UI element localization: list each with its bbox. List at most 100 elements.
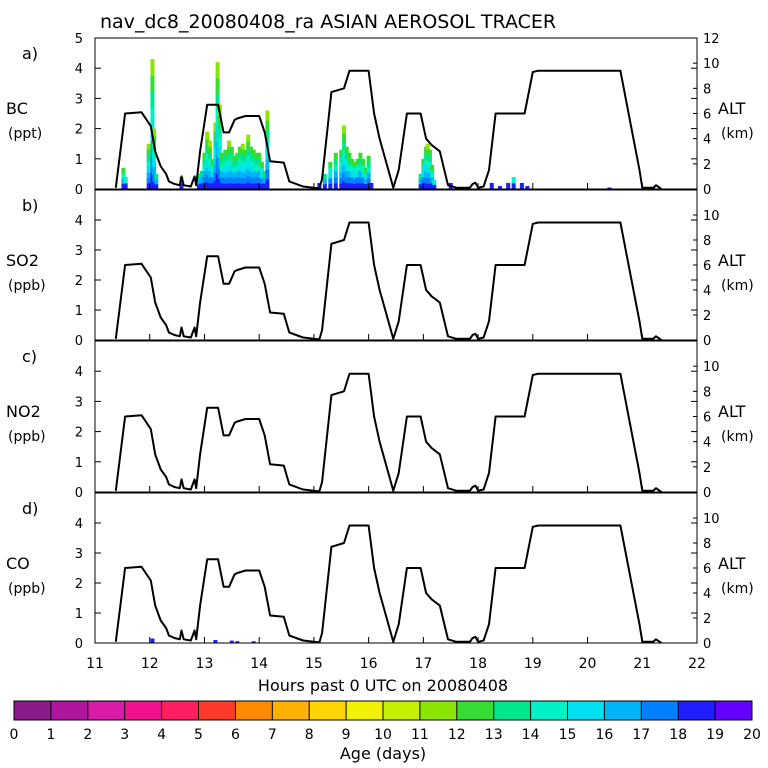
alt-tick-label: 4 — [703, 436, 711, 451]
x-tick-label: 22 — [688, 656, 706, 672]
tracer-spike — [121, 178, 126, 185]
panel-no2: 0 1 2 3 4 0 2 4 6 8 10 c) NO2 (ppb) ALT (km) — [6, 340, 754, 501]
colorbar-tick-label: 2 — [83, 727, 92, 743]
tracer-spike — [342, 157, 347, 166]
alt-tick-label: 4 — [703, 284, 711, 299]
tracer-spike — [215, 62, 220, 79]
tracer-spike — [238, 182, 243, 190]
tracer-spike — [227, 152, 232, 160]
tracer-spike — [328, 161, 333, 168]
tracer-spike — [430, 164, 435, 172]
tracer-spike — [229, 182, 234, 190]
colorbar-swatch — [346, 701, 384, 720]
y-tick-label: 3 — [75, 244, 83, 259]
tracer-spike — [418, 173, 423, 180]
tracer-spike — [352, 172, 357, 179]
panel-frame — [94, 340, 698, 493]
colorbar-tick-label: 1 — [46, 727, 55, 743]
tracer-spike — [238, 170, 243, 178]
colorbar-tick-label: 13 — [485, 727, 503, 743]
tracer-spike — [243, 160, 248, 167]
tracer-spike — [205, 153, 210, 161]
tracer-spike — [344, 182, 349, 190]
tracer-spike — [243, 166, 248, 173]
tracer-spike — [425, 149, 430, 156]
tracer-spike — [152, 128, 157, 137]
tracer-spike — [427, 149, 432, 156]
tracer-spike — [238, 152, 243, 160]
alt-axis-units: (km) — [721, 581, 754, 597]
tracer-spike — [146, 166, 151, 173]
tracer-spike — [430, 176, 435, 184]
colorbar-swatch — [87, 701, 125, 720]
tracer-spike — [262, 176, 267, 184]
tracer-spike — [421, 176, 426, 184]
tracer-spike — [246, 175, 251, 183]
tracer-spike — [254, 158, 259, 166]
tracer-spike — [217, 167, 222, 179]
tracer-spike — [223, 177, 228, 184]
tracer-spike — [202, 152, 207, 160]
panel-frame — [94, 37, 698, 190]
tracer-spike — [257, 176, 262, 184]
tracer-spike — [607, 187, 612, 190]
tracer-spike — [342, 141, 347, 150]
tracer-spike — [347, 176, 352, 184]
x-tick-label: 20 — [579, 656, 597, 672]
tracer-spike — [235, 164, 240, 172]
tracer-spike — [344, 146, 349, 154]
tracer-spike — [219, 170, 224, 178]
tracer-spike — [328, 172, 333, 179]
y-tick-label: 1 — [75, 456, 83, 471]
tracer-spike — [347, 152, 352, 160]
tracer-spike — [217, 125, 222, 137]
colorbar-swatch — [272, 701, 310, 720]
tracer-spike — [215, 157, 220, 174]
tracer-spike — [333, 176, 338, 184]
tracer-spike — [355, 176, 360, 184]
alt-axis-units: (km) — [721, 278, 754, 294]
colorbar-swatch — [567, 701, 605, 720]
tracer-spike — [352, 183, 357, 190]
tracer-spike — [154, 183, 159, 190]
tracer-spike — [254, 164, 259, 172]
colorbar-tick-label: 15 — [559, 727, 577, 743]
panel-units-label: (ppb) — [8, 581, 46, 597]
tracer-spike — [366, 161, 371, 168]
alt-tick-label: 2 — [703, 612, 711, 627]
tracer-spike — [342, 133, 347, 142]
x-tick-label: 15 — [305, 656, 323, 672]
panel-letter: d) — [22, 499, 38, 518]
tracer-spike — [361, 164, 366, 172]
tracer-spike — [425, 143, 430, 150]
tracer-spike — [251, 166, 256, 173]
y-tick-label: 4 — [75, 517, 83, 532]
tracer-spike — [511, 182, 516, 190]
tracer-spike — [248, 182, 253, 190]
tracer-spike — [213, 180, 218, 190]
colorbar-tick-label: 17 — [632, 727, 650, 743]
tracer-spike — [366, 172, 371, 179]
tracer-spike — [223, 183, 228, 190]
panel-letter: a) — [22, 44, 38, 63]
tracer-spike — [347, 158, 352, 166]
tracer-spike — [227, 140, 232, 148]
tracer-spike — [240, 177, 245, 184]
y-tick-label: 0 — [75, 334, 83, 349]
y-tick-label: 1 — [75, 304, 83, 319]
alt-tick-label: 8 — [703, 385, 711, 400]
tracer-spike — [215, 109, 220, 126]
tracer-spike — [207, 170, 212, 178]
colorbar-tick-label: 19 — [706, 727, 724, 743]
colorbar-tick-label: 16 — [595, 727, 613, 743]
tracer-spike — [248, 158, 253, 166]
tracer-spike — [207, 182, 212, 190]
tracer-spike — [246, 168, 251, 176]
tracer-spike — [489, 182, 494, 190]
tracer-spike — [425, 155, 430, 162]
alt-tick-label: 6 — [703, 411, 711, 426]
y-tick-label: 4 — [75, 62, 83, 77]
tracer-spike — [146, 160, 151, 167]
alt-tick-label: 0 — [703, 334, 711, 349]
